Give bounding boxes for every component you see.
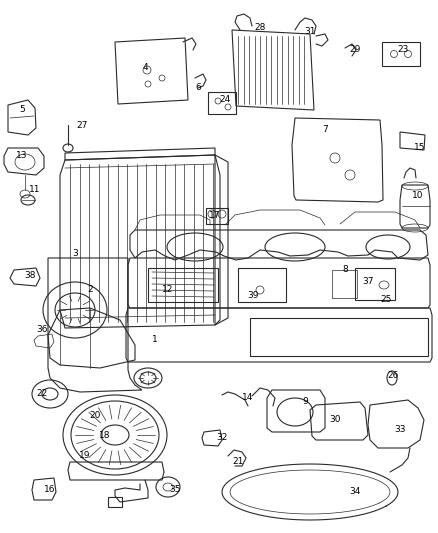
- Text: 15: 15: [414, 143, 426, 152]
- Text: 32: 32: [216, 433, 228, 442]
- Text: 35: 35: [169, 486, 181, 495]
- Text: 9: 9: [302, 398, 308, 407]
- Text: 8: 8: [342, 265, 348, 274]
- Text: 30: 30: [329, 416, 341, 424]
- Text: 29: 29: [350, 45, 360, 54]
- Text: 25: 25: [380, 295, 392, 304]
- Text: 1: 1: [152, 335, 158, 344]
- Text: 10: 10: [412, 190, 424, 199]
- Text: 20: 20: [89, 410, 101, 419]
- Text: 27: 27: [76, 120, 88, 130]
- Bar: [250, 318, 428, 356]
- Text: 28: 28: [254, 23, 266, 33]
- Text: 33: 33: [394, 425, 406, 434]
- Text: 23: 23: [397, 45, 409, 54]
- Text: 17: 17: [209, 211, 221, 220]
- Text: 3: 3: [72, 248, 78, 257]
- Text: 38: 38: [24, 271, 36, 279]
- Text: 39: 39: [247, 290, 259, 300]
- Bar: [355, 268, 395, 300]
- Text: 2: 2: [87, 286, 93, 295]
- Text: 14: 14: [242, 393, 254, 402]
- Text: 26: 26: [387, 370, 399, 379]
- Text: 18: 18: [99, 431, 111, 440]
- Text: 6: 6: [195, 84, 201, 93]
- Text: 5: 5: [19, 106, 25, 115]
- Text: 36: 36: [36, 326, 48, 335]
- Text: 21: 21: [232, 457, 244, 466]
- Bar: [382, 42, 420, 66]
- Bar: [332, 270, 357, 298]
- Bar: [108, 497, 122, 507]
- Bar: [206, 208, 228, 224]
- Text: 4: 4: [142, 63, 148, 72]
- Text: 24: 24: [219, 95, 231, 104]
- Bar: [208, 92, 236, 114]
- Bar: [238, 268, 286, 302]
- Text: 34: 34: [350, 488, 360, 497]
- Text: 16: 16: [44, 486, 56, 495]
- Text: 37: 37: [362, 278, 374, 287]
- Bar: [148, 268, 218, 302]
- Text: 12: 12: [162, 286, 174, 295]
- Text: 7: 7: [322, 125, 328, 134]
- Text: 22: 22: [36, 389, 48, 398]
- Text: 19: 19: [79, 450, 91, 459]
- Text: 13: 13: [16, 150, 28, 159]
- Text: 31: 31: [304, 28, 316, 36]
- Text: 11: 11: [29, 185, 41, 195]
